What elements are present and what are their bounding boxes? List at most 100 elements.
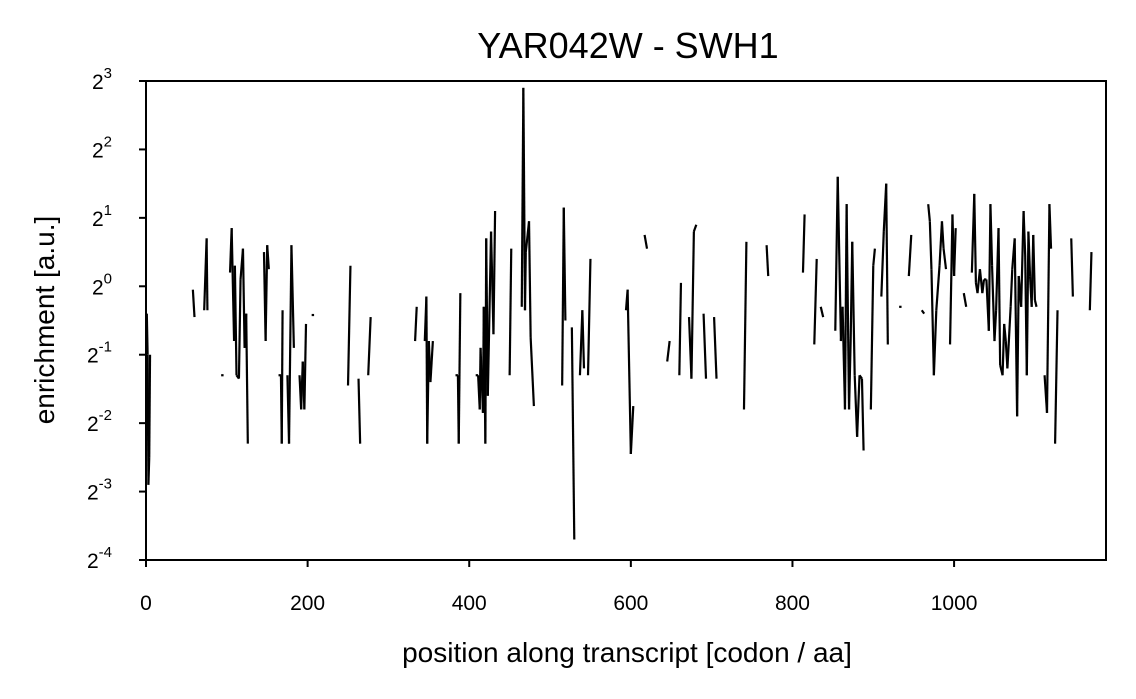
series-segment [245,313,249,444]
series-segment [851,241,856,376]
series-segment [1025,231,1030,376]
series-segment [952,228,957,277]
series-segment [280,310,284,444]
enrichment-series [145,87,1093,540]
y-tick-label: 23 [92,65,112,94]
y-tick-label: 2-4 [87,544,112,573]
y-tick-label: 20 [92,270,112,299]
series-segment [1032,234,1036,300]
y-tick-label: 2-3 [87,476,112,505]
series-segment [1070,238,1074,297]
series-segment [973,193,977,283]
series-segment [527,221,532,338]
series-segment [529,337,535,407]
series-segment [928,221,933,270]
series-segment [885,183,889,345]
series-segment [801,214,806,273]
series-segment [920,309,926,315]
series-segment [935,265,941,311]
series-segment [492,210,497,335]
x-axis-label: position along transcript [codon / aa] [402,637,852,668]
series-segment [1048,204,1053,249]
series-segment [869,265,875,410]
series-segment [233,265,238,376]
y-axis-ticks: 23 22 21 20 2-1 2-2 2-3 2-4 [87,65,146,573]
x-tick-label: 0 [140,592,152,615]
series-segment [429,340,434,383]
series-segment [858,374,863,380]
x-axis-ticks: 0 200 400 600 800 1000 [140,560,977,615]
series-segment [860,378,865,451]
series-segment [626,289,632,454]
chart-title: YAR042W - SWH1 [477,25,778,66]
series-segment [1045,204,1051,413]
series-segment [523,252,527,311]
series-segment [940,221,945,249]
y-tick-label: 2-1 [87,339,112,368]
series-segment [486,231,493,396]
x-tick-label: 1000 [931,592,978,615]
x-tick-label: 600 [613,592,648,615]
series-segment [942,248,948,270]
series-segment [1088,252,1093,311]
series-segment [1027,231,1032,277]
series-segment [357,378,362,444]
series-segment [692,224,698,232]
series-segment [981,279,986,294]
series-segment [678,282,683,376]
series-segment [264,245,269,342]
series-segment [266,245,270,270]
series-segment [1022,210,1027,256]
series-segment [1033,299,1038,308]
x-tick-label: 400 [452,592,487,615]
series-segment [457,293,462,444]
series-segment [872,248,876,266]
series-segment [413,306,418,342]
series-segment [989,204,994,266]
series-segment [702,313,708,379]
y-tick-label: 22 [92,133,112,162]
series-segment [145,313,149,355]
series-segment [819,306,825,318]
series-segment [586,258,592,376]
series-segment [581,310,586,369]
series-segment [907,234,913,277]
x-tick-label: 800 [775,592,810,615]
series-segment [690,231,695,379]
series-segment [147,457,151,485]
series-segment [562,207,567,321]
series-segment [303,323,308,410]
series-segment [1053,310,1059,444]
y-axis-label: enrichment [a.u.] [29,216,60,425]
series-segment [880,231,885,297]
series-segment [962,292,968,308]
series-segment [836,176,843,342]
series-segment [813,258,818,345]
series-segment [148,354,152,458]
series-segment [932,310,938,376]
series-segment [205,238,209,311]
series-segment [1006,306,1012,369]
series-segment [927,204,931,222]
series-segment [237,279,242,379]
series-segment [1016,276,1020,417]
series-segment [287,245,293,444]
series-segment [856,375,861,437]
series-segment [191,289,196,318]
series-segment [508,248,513,376]
series-segment [1009,269,1014,307]
series-segment [629,405,635,454]
y-tick-label: 21 [92,202,112,231]
series-segment [997,228,1002,365]
series-segment [346,265,352,386]
series-segment [847,341,852,410]
series-segment [993,310,998,342]
series-segment [290,245,295,348]
series-segment [765,245,770,277]
x-tick-label: 200 [290,592,325,615]
series-segment [845,204,851,410]
series-segment [712,317,718,379]
y-tick-label: 2-2 [87,407,112,436]
series-segment [643,234,649,249]
